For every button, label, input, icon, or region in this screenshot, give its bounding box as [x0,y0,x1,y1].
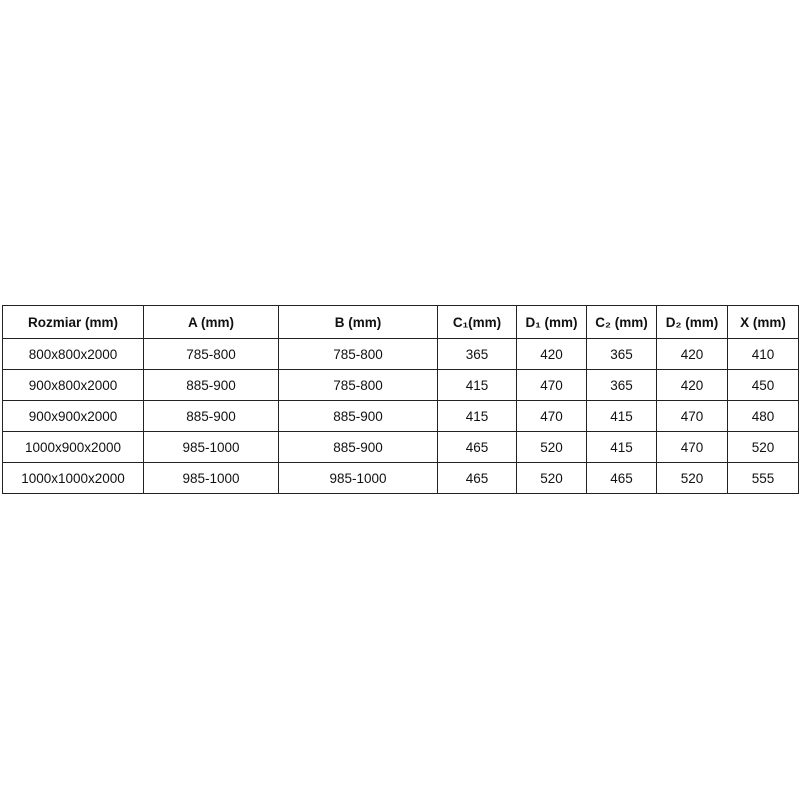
table-row: 900x800x2000 885-900 785-800 415 470 365 420 45… [2,369,799,401]
table-cell: 555 [727,462,799,494]
column-header: A (mm) [143,305,279,339]
table-cell: 410 [727,338,799,370]
table-cell: 885-900 [278,431,438,463]
dimensions-table: Rozmiar (mm) A (mm) B (mm) C₁(mm) D₁ (mm) C₂ … [2,305,799,494]
table-cell: 520 [516,462,587,494]
table-cell: 785-800 [143,338,279,370]
table-row: 1000x1000x2000 985-1000 985-1000 465 520 465 5… [2,462,799,494]
table-cell: 885-900 [278,400,438,432]
table-cell: 420 [656,338,728,370]
table-cell: 900x800x2000 [2,369,144,401]
table-cell: 365 [437,338,517,370]
column-header: C₂ (mm) [586,305,657,339]
table-cell: 420 [516,338,587,370]
table-cell: 985-1000 [278,462,438,494]
table-cell: 520 [656,462,728,494]
table-cell: 520 [516,431,587,463]
table-cell: 1000x900x2000 [2,431,144,463]
table-cell: 365 [586,338,657,370]
table-cell: 885-900 [143,369,279,401]
table-cell: 415 [437,369,517,401]
table-cell: 470 [516,369,587,401]
table-cell: 470 [656,400,728,432]
table-cell: 900x900x2000 [2,400,144,432]
column-header: D₂ (mm) [656,305,728,339]
column-header: D₁ (mm) [516,305,587,339]
column-header: Rozmiar (mm) [2,305,144,339]
column-header: C₁(mm) [437,305,517,339]
table-row: 1000x900x2000 985-1000 885-900 465 520 415 470… [2,431,799,463]
table-cell: 415 [437,400,517,432]
table-cell: 520 [727,431,799,463]
header-row: Rozmiar (mm) A (mm) B (mm) C₁(mm) D₁ (mm) C₂ … [2,305,799,339]
table-cell: 415 [586,431,657,463]
table-row: 800x800x2000 785-800 785-800 365 420 365 420 41… [2,338,799,370]
table-cell: 470 [656,431,728,463]
column-header: X (mm) [727,305,799,339]
table-row: 900x900x2000 885-900 885-900 415 470 415 470 48… [2,400,799,432]
table-cell: 985-1000 [143,462,279,494]
table-cell: 1000x1000x2000 [2,462,144,494]
table-cell: 785-800 [278,369,438,401]
table-cell: 450 [727,369,799,401]
table-cell: 465 [437,462,517,494]
column-header: B (mm) [278,305,438,339]
table-cell: 785-800 [278,338,438,370]
table-cell: 885-900 [143,400,279,432]
table-cell: 465 [437,431,517,463]
table-cell: 415 [586,400,657,432]
table-cell: 470 [516,400,587,432]
table-cell: 800x800x2000 [2,338,144,370]
table-cell: 465 [586,462,657,494]
table-cell: 480 [727,400,799,432]
table-cell: 420 [656,369,728,401]
table-cell: 365 [586,369,657,401]
table-cell: 985-1000 [143,431,279,463]
